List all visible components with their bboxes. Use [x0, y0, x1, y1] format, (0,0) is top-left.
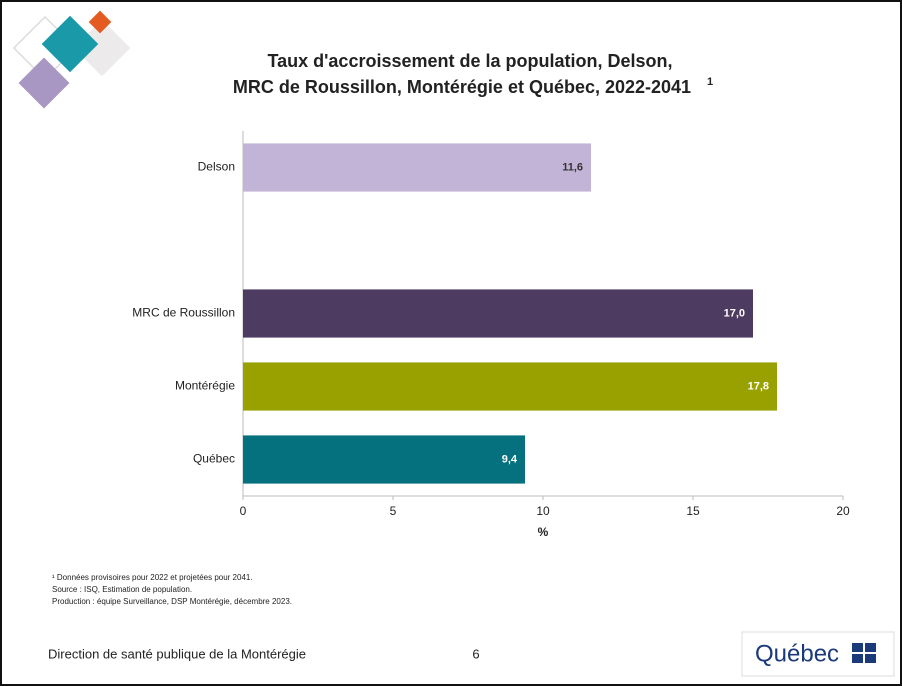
x-tick-label: 5: [390, 504, 397, 518]
y-tick-label: Québec: [193, 452, 235, 466]
x-tick-label: 20: [836, 504, 850, 518]
y-tick-label: Montérégie: [175, 379, 235, 393]
value-label: 9,4: [502, 453, 518, 465]
footnote: ¹ Données provisoires pour 2022 et proje…: [52, 573, 253, 582]
x-tick-label: 10: [536, 504, 550, 518]
x-tick-label: 15: [686, 504, 700, 518]
logo-flag: [852, 643, 876, 663]
logo: Québec: [755, 640, 839, 667]
bar: [243, 143, 591, 192]
value-label: 17,0: [724, 307, 745, 319]
footnote: Production : équipe Surveillance, DSP Mo…: [52, 597, 292, 606]
footer-organization: Direction de santé publique de la Montér…: [48, 646, 306, 661]
bar: [243, 362, 777, 411]
bar: [243, 435, 525, 484]
decoration: [12, 10, 131, 109]
value-label: 17,8: [748, 380, 769, 392]
x-axis-label: %: [538, 525, 549, 539]
footnote: Source : ISQ, Estimation de population.: [52, 585, 192, 594]
page-number: 6: [472, 646, 479, 661]
bar: [243, 289, 753, 338]
chart-title: Taux d'accroissement de la population, D…: [267, 51, 672, 71]
y-tick-label: Delson: [198, 160, 235, 174]
chart-title: MRC de Roussillon, Montérégie et Québec,…: [233, 77, 691, 97]
title-superscript: 1: [707, 76, 713, 88]
x-tick-label: 0: [240, 504, 247, 518]
value-label: 11,6: [562, 161, 583, 173]
y-tick-label: MRC de Roussillon: [132, 306, 235, 320]
